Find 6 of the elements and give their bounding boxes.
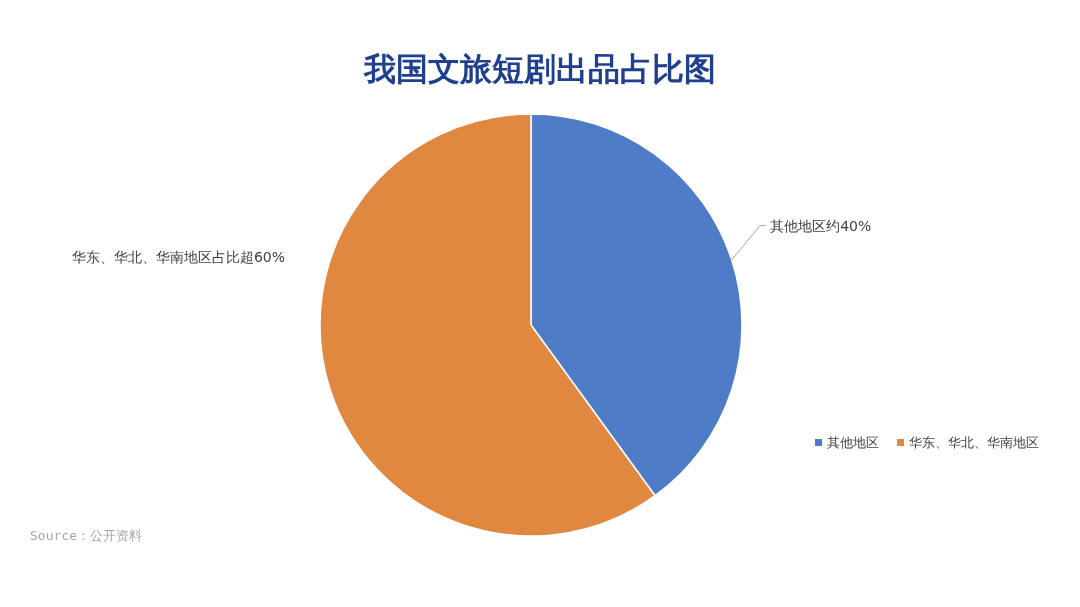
data-label: 华东、华北、华南地区占比超60% bbox=[71, 249, 285, 266]
legend-label: 华东、华北、华南地区 bbox=[909, 435, 1039, 450]
chart-title: 我国文旅短剧出品占比图 bbox=[363, 50, 716, 88]
source-note: Source：公开资料 bbox=[30, 528, 142, 543]
data-label: 其他地区约40% bbox=[770, 217, 872, 234]
legend-label: 其他地区 bbox=[827, 435, 879, 450]
